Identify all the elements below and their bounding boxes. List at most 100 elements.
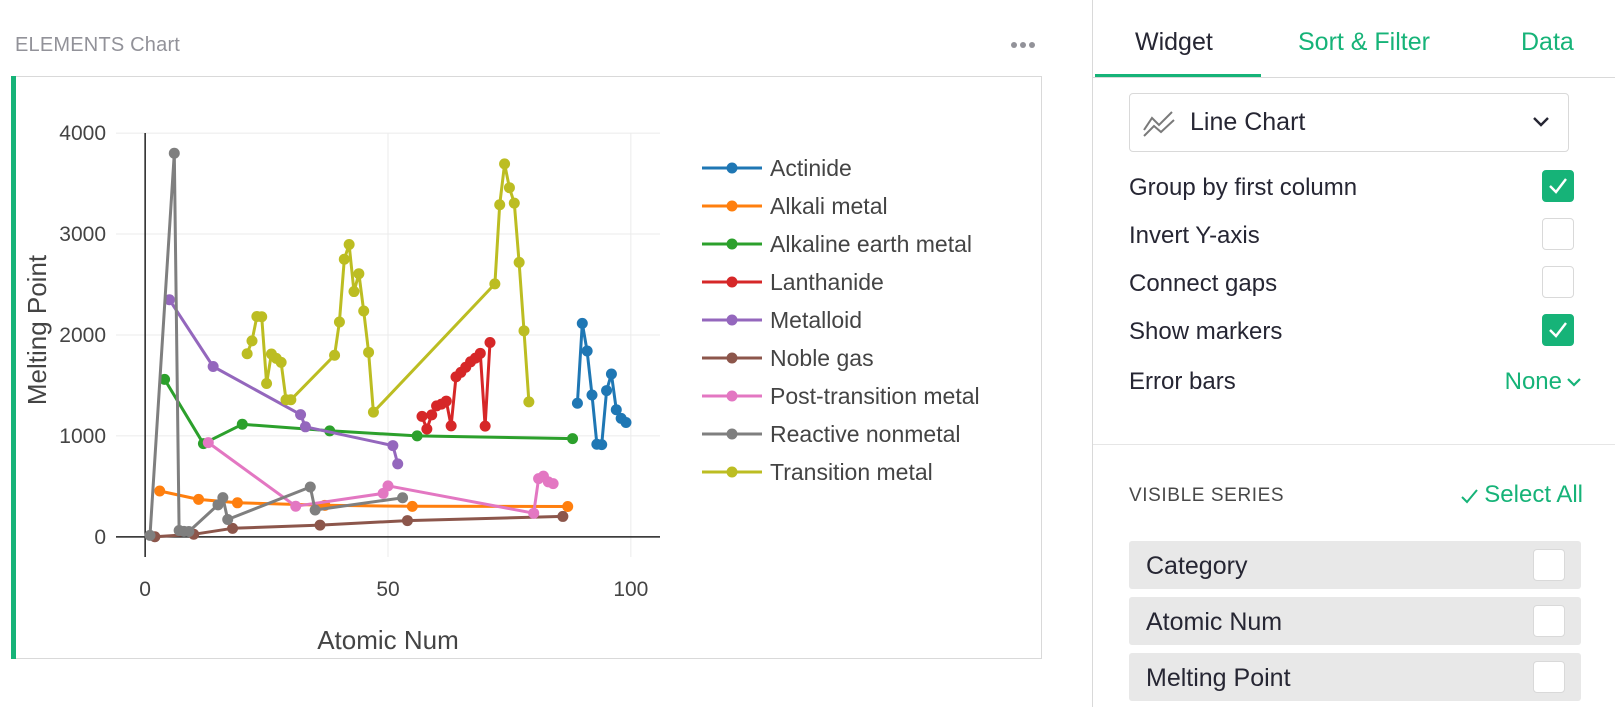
data-point — [304, 481, 316, 493]
data-point — [605, 368, 617, 380]
data-point — [159, 373, 171, 385]
y-tick-label: 1000 — [59, 425, 106, 448]
series-label: Melting Point — [1146, 664, 1291, 692]
data-point — [154, 485, 166, 497]
data-point — [601, 385, 613, 397]
data-point — [484, 337, 496, 349]
series-line — [154, 514, 563, 539]
more-options-icon[interactable] — [1005, 30, 1041, 60]
data-point — [499, 158, 511, 170]
data-point — [183, 525, 195, 537]
series-label: Category — [1146, 552, 1248, 580]
legend-marker — [726, 352, 738, 364]
data-point — [392, 458, 404, 470]
legend-label: Lanthanide — [770, 269, 884, 295]
menu-dot — [1011, 42, 1017, 48]
chart-type-select[interactable]: Line Chart — [1129, 93, 1569, 152]
legend-marker — [726, 390, 738, 402]
legend-label: Transition metal — [770, 459, 933, 485]
check-icon — [1549, 322, 1567, 338]
series-item-melting-point: Melting Point — [1129, 653, 1581, 701]
data-point — [576, 317, 588, 329]
connect-gaps-checkbox[interactable] — [1542, 266, 1574, 298]
legend-marker — [726, 428, 738, 440]
data-point — [426, 409, 438, 421]
data-point — [367, 406, 379, 418]
option-label: Invert Y-axis — [1129, 222, 1260, 249]
tab-data[interactable]: Data — [1521, 28, 1574, 56]
legend-label: Metalloid — [770, 307, 862, 333]
x-tick-label: 100 — [613, 578, 648, 601]
active-tab-indicator — [1095, 74, 1261, 77]
data-point — [290, 500, 302, 512]
invert-y-axis-checkbox[interactable] — [1542, 218, 1574, 250]
y-tick-label: 2000 — [59, 324, 106, 347]
data-point — [416, 410, 428, 422]
data-point — [479, 420, 491, 432]
option-label: Connect gaps — [1129, 270, 1278, 297]
data-point — [620, 416, 632, 428]
option-show-markers: Show markers — [1129, 314, 1574, 350]
data-point — [202, 437, 214, 449]
data-point — [163, 294, 175, 306]
series-category-checkbox[interactable] — [1533, 549, 1565, 581]
chevron-down-icon — [1533, 117, 1549, 127]
data-point — [528, 507, 540, 519]
data-point — [518, 325, 530, 337]
right-panel: Widget Sort & Filter Data Line Chart Gro… — [1092, 0, 1615, 707]
data-point — [343, 239, 355, 251]
series-label: Atomic Num — [1146, 608, 1283, 636]
select-all-label: Select All — [1484, 481, 1583, 508]
data-point — [494, 199, 506, 211]
data-point — [207, 361, 219, 373]
tab-sort-filter[interactable]: Sort & Filter — [1298, 28, 1430, 56]
series-melting-point-checkbox[interactable] — [1533, 661, 1565, 693]
data-point — [236, 418, 248, 430]
data-point — [445, 420, 457, 432]
data-point — [227, 522, 239, 534]
data-point — [144, 529, 156, 541]
data-point — [610, 404, 622, 416]
group-by-first-column-checkbox[interactable] — [1542, 170, 1574, 202]
option-label: Group by first column — [1129, 174, 1358, 201]
series-line — [163, 378, 573, 446]
data-point — [523, 396, 535, 408]
legend-marker — [726, 276, 738, 288]
data-point — [508, 197, 520, 209]
legend-label: Reactive nonmetal — [770, 421, 961, 447]
data-point — [474, 347, 486, 359]
show-markers-checkbox[interactable] — [1542, 314, 1574, 346]
legend-label: Alkaline earth metal — [770, 231, 972, 257]
data-point — [596, 439, 608, 451]
option-connect-gaps: Connect gaps — [1129, 266, 1574, 302]
option-error-bars: Error bars None — [1129, 364, 1581, 400]
legend-label: Post-transition metal — [770, 383, 980, 409]
error-bars-select[interactable]: None — [1504, 368, 1562, 395]
series-line — [148, 151, 403, 536]
data-point — [557, 510, 569, 522]
data-point — [382, 480, 394, 492]
series-line — [159, 489, 568, 508]
data-point — [241, 348, 253, 360]
data-point — [397, 492, 409, 504]
data-point — [358, 305, 370, 317]
menu-dot — [1029, 42, 1035, 48]
legend-marker — [726, 314, 738, 326]
data-point — [571, 397, 583, 409]
data-point — [562, 501, 574, 513]
data-point — [503, 182, 515, 194]
chevron-down-icon — [1567, 378, 1581, 387]
select-all-button[interactable]: Select All — [1460, 481, 1583, 509]
data-point — [275, 356, 287, 368]
series-item-category: Category — [1129, 541, 1581, 589]
visible-series-heading: VISIBLE SERIES — [1129, 485, 1285, 506]
series-atomic-num-checkbox[interactable] — [1533, 605, 1565, 637]
data-point — [586, 389, 598, 401]
menu-dot — [1020, 42, 1026, 48]
x-tick-label: 0 — [139, 578, 151, 601]
data-point — [440, 395, 452, 407]
x-axis-title: Atomic Num — [317, 625, 459, 655]
tab-widget[interactable]: Widget — [1135, 28, 1213, 56]
data-point — [513, 256, 525, 268]
